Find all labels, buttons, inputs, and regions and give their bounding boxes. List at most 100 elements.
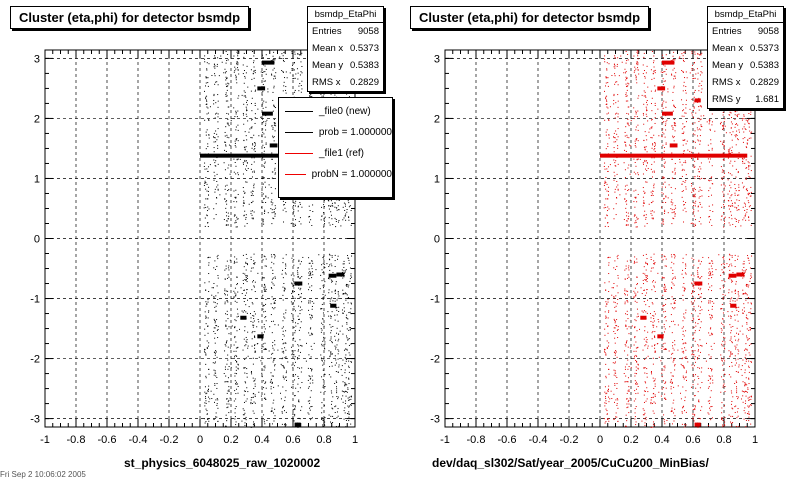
data-point [709,300,711,302]
data-point [265,316,267,318]
data-point [282,299,284,301]
data-point [608,186,610,188]
data-point [343,274,345,276]
data-point [346,328,348,330]
data-point [616,186,618,188]
data-point [252,144,254,146]
data-point [624,198,626,200]
data-point [282,60,284,62]
data-point [730,332,732,334]
data-point [683,126,685,128]
data-point [308,262,310,264]
data-point [273,136,275,138]
data-point [264,181,266,183]
data-point [214,83,216,85]
data-point [636,355,638,357]
data-point [235,113,237,115]
data-point [663,80,665,82]
data-point [308,386,310,388]
data-point [272,217,274,219]
data-point [625,381,627,383]
data-point [263,288,265,290]
data-point [671,392,673,394]
data-point [685,180,687,182]
data-point [324,294,326,296]
data-point [670,357,672,359]
data-point [244,372,246,374]
data-point [205,316,207,318]
data-point [699,171,701,173]
data-point [293,365,295,367]
data-point [274,415,276,417]
data-point [698,329,700,331]
data-point [298,260,300,262]
data-point [236,276,238,278]
data-point [614,354,616,356]
data-point [710,356,712,358]
data-point [683,221,685,223]
data-point [635,393,637,395]
data-point [665,349,667,351]
data-point [652,210,654,212]
data-point [707,387,709,389]
data-point [664,290,666,292]
data-point [642,114,644,116]
data-point [291,386,293,388]
data-point [653,315,655,317]
data-point [693,62,695,64]
data-point [224,294,226,296]
data-point [312,262,314,264]
data-point [663,212,665,214]
data-point [607,146,609,148]
data-point [700,293,702,295]
data-point [605,198,607,200]
data-point [244,192,246,194]
data-point [673,208,675,210]
data-point [217,147,219,149]
data-point [215,375,217,377]
data-point [653,62,655,64]
data-point [290,274,292,276]
data-point [226,363,228,365]
data-point [251,78,253,80]
data-point [642,187,644,189]
data-point [227,354,229,356]
data-point [351,276,353,278]
data-point [205,402,207,404]
data-point [652,144,654,146]
data-point [665,68,667,70]
data-point [272,135,274,137]
data-point [224,135,226,137]
data-point [262,157,264,159]
data-point [213,151,215,153]
data-point [265,101,267,103]
data-point [225,95,227,97]
data-point [270,303,272,305]
data-point [203,165,205,167]
data-point [253,183,255,185]
data-point [205,408,207,410]
data-point [673,75,675,77]
x-tick-label: 1 [352,434,358,446]
data-point [674,205,676,207]
data-point [272,69,274,71]
data-point [254,117,256,119]
data-point [614,191,616,193]
data-point [244,148,246,150]
y-tick-label: 2 [34,113,40,125]
data-point [334,314,336,316]
data-point [285,330,287,332]
data-point [672,273,674,275]
data-point [608,273,610,275]
data-point [671,209,673,211]
data-point [336,417,338,419]
data-point [252,426,254,428]
data-point [664,284,666,286]
data-point [634,319,636,321]
data-point [213,401,215,403]
data-point [693,202,695,204]
data-point [672,347,674,349]
data-point [653,183,655,185]
data-point [711,183,713,185]
data-point [261,222,263,224]
